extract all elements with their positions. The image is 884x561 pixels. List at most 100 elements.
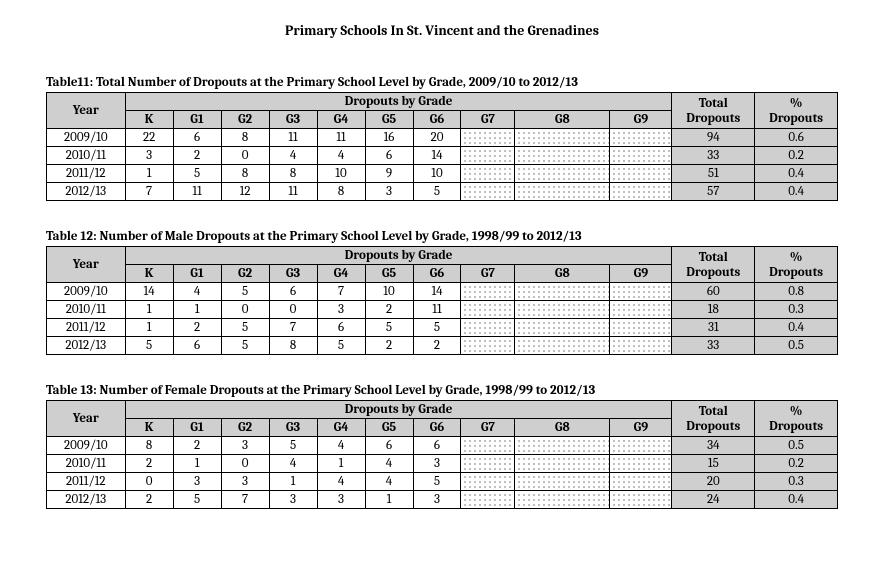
cell-year: 2009/10: [47, 437, 126, 455]
cell-total: 18: [672, 301, 755, 319]
cell-grade: 1: [173, 455, 221, 473]
cell-grade: 8: [125, 437, 173, 455]
col-header-grade: G2: [221, 419, 269, 437]
col-header-pct: %Dropouts: [755, 401, 838, 437]
cell-grade: 22: [125, 129, 173, 147]
table-row: 2009/10226811111620940.6: [47, 129, 838, 147]
cell-year: 2012/13: [47, 337, 126, 355]
cell-pct: 0.2: [755, 147, 838, 165]
cell-grade: 3: [413, 491, 461, 509]
cell-grade: [610, 283, 672, 301]
cell-year: 2011/12: [47, 473, 126, 491]
cell-grade: 6: [173, 337, 221, 355]
cell-grade: [610, 147, 672, 165]
cell-grade: 5: [269, 437, 317, 455]
cell-grade: [461, 491, 515, 509]
col-header-year: Year: [47, 401, 126, 437]
table-row: 2011/120331445200.3: [47, 473, 838, 491]
cell-grade: [515, 491, 610, 509]
col-header-grade: G1: [173, 111, 221, 129]
col-header-grade: G8: [515, 265, 610, 283]
cell-pct: 0.4: [755, 165, 838, 183]
cell-grade: 20: [413, 129, 461, 147]
page-title: Primary Schools In St. Vincent and the G…: [46, 22, 838, 39]
cell-pct: 0.5: [755, 437, 838, 455]
cell-grade: 6: [173, 129, 221, 147]
cell-pct: 0.6: [755, 129, 838, 147]
dropout-table: YearDropouts by GradeTotalDropouts%Dropo…: [46, 246, 838, 355]
col-header-grade: G3: [269, 265, 317, 283]
cell-grade: [610, 183, 672, 201]
cell-grade: 4: [269, 147, 317, 165]
cell-grade: 0: [125, 473, 173, 491]
cell-total: 57: [672, 183, 755, 201]
cell-grade: 5: [413, 473, 461, 491]
table-caption: Table 13: Number of Female Dropouts at t…: [46, 383, 838, 398]
cell-grade: 3: [221, 437, 269, 455]
col-header-grade: G7: [461, 419, 515, 437]
cell-year: 2012/13: [47, 491, 126, 509]
cell-grade: 1: [269, 473, 317, 491]
cell-pct: 0.5: [755, 337, 838, 355]
cell-grade: 6: [269, 283, 317, 301]
cell-total: 20: [672, 473, 755, 491]
cell-grade: [461, 283, 515, 301]
cell-grade: [610, 491, 672, 509]
cell-grade: 1: [125, 301, 173, 319]
cell-grade: 0: [269, 301, 317, 319]
col-header-grade: G1: [173, 419, 221, 437]
cell-grade: [515, 319, 610, 337]
tables-container: Table11: Total Number of Dropouts at the…: [46, 75, 838, 509]
cell-grade: 0: [221, 455, 269, 473]
cell-total: 51: [672, 165, 755, 183]
col-header-year: Year: [47, 247, 126, 283]
col-header-grade: G4: [317, 265, 365, 283]
col-header-grade: K: [125, 419, 173, 437]
cell-total: 60: [672, 283, 755, 301]
cell-grade: 2: [125, 491, 173, 509]
cell-grade: 5: [317, 337, 365, 355]
cell-grade: 3: [221, 473, 269, 491]
cell-grade: 3: [173, 473, 221, 491]
cell-grade: 8: [317, 183, 365, 201]
cell-grade: 5: [221, 337, 269, 355]
cell-total: 33: [672, 147, 755, 165]
col-header-total: TotalDropouts: [672, 93, 755, 129]
cell-grade: [610, 165, 672, 183]
cell-grade: 8: [269, 165, 317, 183]
dropout-table: YearDropouts by GradeTotalDropouts%Dropo…: [46, 400, 838, 509]
col-header-grade: G2: [221, 111, 269, 129]
cell-grade: [515, 437, 610, 455]
cell-total: 34: [672, 437, 755, 455]
col-header-grade: G5: [365, 419, 413, 437]
cell-grade: [610, 337, 672, 355]
cell-grade: [610, 319, 672, 337]
cell-grade: [461, 437, 515, 455]
table-row: 2012/135658522330.5: [47, 337, 838, 355]
col-header-dropouts-group: Dropouts by Grade: [125, 247, 672, 265]
cell-grade: 5: [173, 491, 221, 509]
col-header-dropouts-group: Dropouts by Grade: [125, 93, 672, 111]
cell-grade: 3: [269, 491, 317, 509]
cell-year: 2009/10: [47, 283, 126, 301]
col-header-year: Year: [47, 93, 126, 129]
cell-year: 2010/11: [47, 147, 126, 165]
cell-grade: 1: [365, 491, 413, 509]
cell-grade: 10: [317, 165, 365, 183]
cell-grade: 2: [173, 147, 221, 165]
cell-grade: [461, 183, 515, 201]
col-header-grade: G5: [365, 111, 413, 129]
cell-grade: 5: [173, 165, 221, 183]
cell-total: 15: [672, 455, 755, 473]
cell-grade: 7: [125, 183, 173, 201]
cell-total: 31: [672, 319, 755, 337]
table-row: 2009/101445671014600.8: [47, 283, 838, 301]
cell-grade: 16: [365, 129, 413, 147]
cell-grade: [515, 147, 610, 165]
cell-year: 2012/13: [47, 183, 126, 201]
cell-grade: 4: [365, 455, 413, 473]
cell-grade: 0: [221, 301, 269, 319]
cell-grade: 5: [221, 283, 269, 301]
cell-grade: 11: [269, 183, 317, 201]
cell-grade: 4: [173, 283, 221, 301]
